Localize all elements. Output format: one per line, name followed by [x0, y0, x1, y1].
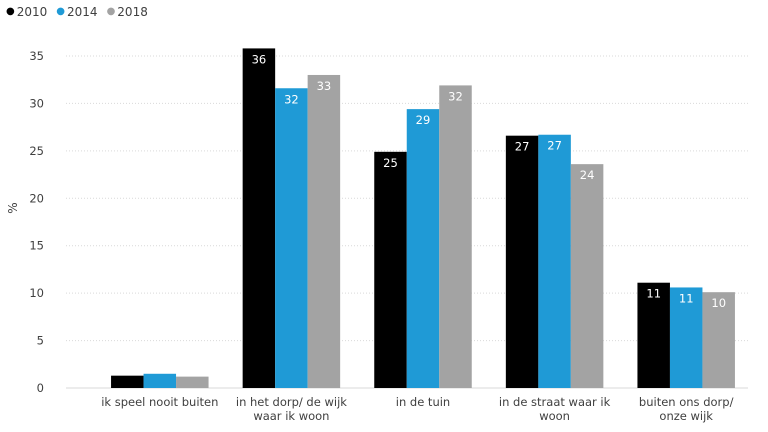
data-label-2010-2: 25 — [383, 156, 398, 170]
legend-marker-2010: ● — [6, 6, 15, 17]
bar-2010-4 — [637, 282, 670, 388]
y-tick-label-35: 35 — [29, 49, 44, 63]
bar-2014-1 — [275, 88, 308, 388]
bar-2014-3 — [538, 134, 571, 388]
bar-2014-2 — [406, 109, 440, 389]
legend-label-2014: 2014 — [67, 5, 98, 19]
legend-item-2014: ● 2014 — [56, 5, 97, 19]
y-tick-label-25: 25 — [29, 144, 44, 158]
x-tick-label-4-line-1: onze wijk — [659, 409, 713, 423]
y-tick-label-20: 20 — [29, 191, 44, 205]
bar-2014-4 — [669, 287, 703, 388]
x-tick-label-2: in de tuin — [396, 395, 450, 409]
bar-2018-2 — [439, 85, 472, 389]
legend-marker-2018: ● — [106, 6, 116, 17]
y-tick-label-10: 10 — [29, 286, 44, 300]
x-tick-label-1-line-0: in het dorp/ de wijk — [236, 395, 347, 409]
legend-label-2018: 2018 — [117, 5, 148, 19]
data-label-2014-3: 27 — [547, 139, 562, 153]
legend-item-2010: ● 2010 — [6, 5, 47, 19]
y-tick-label-30: 30 — [29, 96, 44, 110]
bar-2018-3 — [570, 164, 604, 388]
bar-2014-0 — [143, 373, 177, 388]
y-tick-label-15: 15 — [29, 239, 44, 253]
data-label-2014-4: 11 — [679, 291, 694, 305]
legend: ● 2010 ● 2014 ● 2018 — [6, 5, 148, 19]
data-label-2014-1: 32 — [284, 92, 299, 106]
bar-2018-4 — [702, 292, 735, 388]
y-tick-label-5: 5 — [37, 334, 44, 348]
bar-2010-1 — [242, 48, 276, 388]
data-label-2014-2: 29 — [416, 113, 431, 127]
x-tick-label-3-line-0: in de straat waar ik — [499, 395, 611, 409]
legend-marker-2014: ● — [56, 6, 66, 17]
data-label-2010-1: 36 — [252, 52, 267, 66]
legend-label-2010: 2010 — [16, 5, 48, 19]
bar-2018-0 — [176, 376, 209, 388]
bar-2010-3 — [505, 135, 539, 388]
bar-2018-1 — [307, 74, 341, 388]
y-axis-label: % — [6, 202, 20, 213]
bar-2010-0 — [111, 375, 144, 388]
x-tick-label-0: ik speel nooit buiten — [101, 395, 218, 409]
data-label-2018-4: 10 — [711, 296, 726, 310]
bar-2010-2 — [374, 151, 407, 388]
data-label-2010-4: 11 — [646, 287, 661, 301]
data-label-2018-2: 32 — [448, 89, 463, 103]
data-label-2018-3: 24 — [580, 168, 595, 182]
x-tick-label-1-line-1: waar ik woon — [253, 409, 329, 423]
data-label-2018-1: 33 — [317, 79, 332, 93]
x-tick-label-3-line-1: woon — [539, 409, 570, 423]
legend-item-2018: ● 2018 — [107, 5, 148, 19]
y-tick-label-0: 0 — [37, 381, 44, 395]
x-tick-label-4-line-0: buiten ons dorp/ — [639, 395, 734, 409]
data-label-2010-3: 27 — [515, 140, 530, 154]
